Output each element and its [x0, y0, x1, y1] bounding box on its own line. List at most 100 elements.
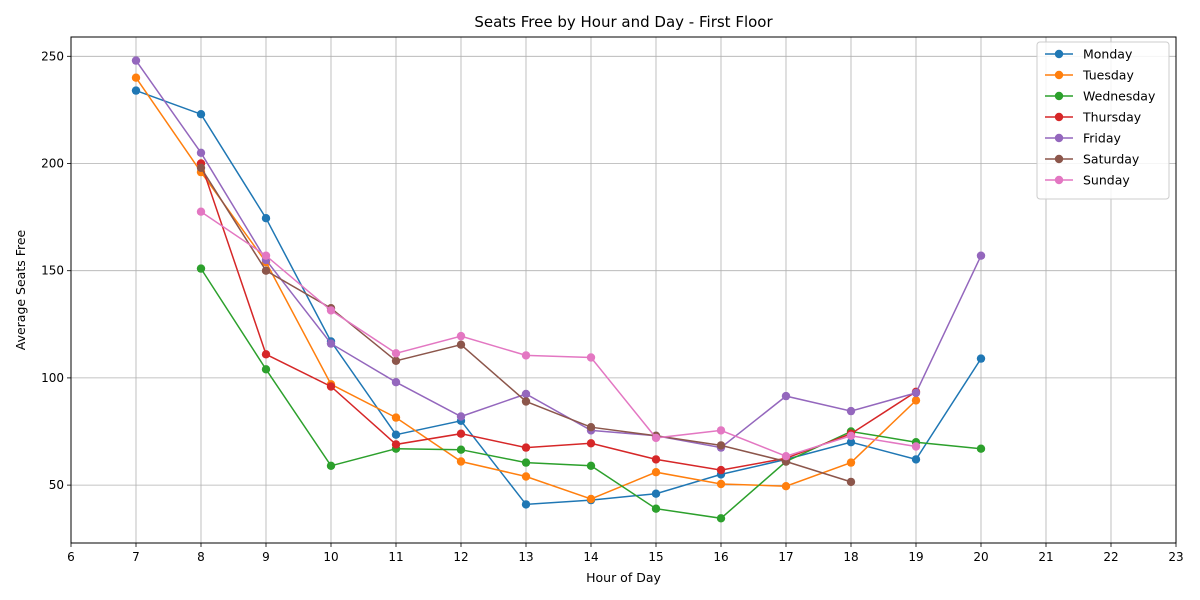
data-point-saturday: [586, 423, 596, 432]
data-point-monday: [976, 354, 986, 363]
data-point-monday: [846, 438, 856, 447]
data-point-thursday: [521, 443, 531, 452]
data-point-saturday: [261, 266, 271, 275]
y-tick-label: 150: [41, 264, 64, 278]
y-axis-ticks: 50 100 150 200 250: [41, 49, 71, 492]
data-point-sunday: [196, 207, 206, 216]
data-point-friday: [846, 406, 856, 416]
data-point-saturday: [716, 441, 726, 450]
legend-label-monday: Monday: [1083, 47, 1133, 62]
x-tick-label: 10: [323, 550, 338, 564]
series-line-thursday: [200, 163, 917, 471]
legend-marker-wednesday: [1054, 91, 1064, 101]
data-point-sunday: [846, 431, 856, 440]
data-point-monday: [651, 489, 661, 498]
x-axis-ticks: 6 7 8 9 10 11 12 13 14 15 16 17 18 19 20 21 22 23: [67, 543, 1184, 564]
legend-label-saturday: Saturday: [1083, 152, 1140, 167]
x-tick-label: 22: [1103, 550, 1118, 564]
x-tick-label: 13: [518, 550, 533, 564]
data-point-sunday: [326, 306, 336, 315]
legend-marker-saturday: [1054, 154, 1064, 164]
data-point-monday: [391, 430, 401, 439]
y-tick-label: 200: [41, 157, 64, 171]
legend-marker-thursday: [1054, 112, 1064, 122]
legend-label-thursday: Thursday: [1082, 110, 1142, 125]
x-axis-label: Hour of Day: [586, 570, 661, 585]
data-point-monday: [521, 500, 531, 509]
legend-item-saturday: Saturday: [1045, 152, 1140, 167]
legend-label-sunday: Sunday: [1083, 173, 1130, 188]
x-tick-label: 6: [67, 550, 75, 564]
data-point-saturday: [196, 163, 206, 172]
legend-marker-tuesday: [1054, 70, 1064, 80]
data-point-saturday: [846, 477, 856, 487]
data-point-sunday: [911, 442, 921, 451]
data-point-monday: [196, 110, 206, 119]
data-point-sunday: [586, 353, 596, 362]
data-point-sunday: [456, 331, 466, 341]
data-point-sunday: [651, 433, 661, 443]
data-point-tuesday: [716, 479, 726, 489]
x-tick-label: 8: [197, 550, 205, 564]
plot-frame: [70, 36, 1177, 544]
chart-title: Seats Free by Hour and Day - First Floor: [474, 13, 773, 31]
data-point-tuesday: [651, 468, 661, 477]
data-point-thursday: [326, 382, 336, 391]
data-point-thursday: [651, 455, 661, 464]
data-point-tuesday: [456, 457, 466, 466]
data-point-wednesday: [456, 445, 466, 454]
data-point-thursday: [261, 350, 271, 359]
data-point-tuesday: [586, 494, 596, 504]
series-layer: [131, 56, 986, 523]
data-point-sunday: [781, 452, 791, 461]
x-tick-label: 18: [843, 550, 858, 564]
x-tick-label: 23: [1168, 550, 1183, 564]
data-point-friday: [326, 339, 336, 348]
data-point-thursday: [456, 429, 466, 438]
legend-label-wednesday: Wednesday: [1083, 89, 1156, 104]
data-point-tuesday: [846, 458, 856, 467]
x-tick-label: 21: [1038, 550, 1053, 564]
legend-item-tuesday: Tuesday: [1045, 68, 1134, 83]
series-line-monday: [135, 89, 982, 506]
y-axis-label: Average Seats Free: [13, 229, 28, 350]
y-tick-label: 100: [41, 371, 64, 385]
data-point-friday: [911, 388, 921, 398]
data-point-wednesday: [326, 461, 336, 470]
data-point-monday: [261, 214, 271, 223]
legend-item-monday: Monday: [1045, 47, 1133, 62]
data-point-tuesday: [911, 396, 921, 405]
data-point-sunday: [261, 251, 271, 260]
data-point-friday: [781, 391, 791, 401]
data-point-friday: [391, 378, 401, 387]
x-tick-label: 14: [583, 550, 598, 564]
data-point-friday: [196, 148, 206, 157]
data-point-friday: [456, 412, 466, 421]
series-friday: [131, 56, 986, 452]
legend-item-sunday: Sunday: [1045, 173, 1130, 188]
data-point-tuesday: [521, 472, 531, 481]
data-point-sunday: [716, 426, 726, 435]
data-point-tuesday: [781, 482, 791, 491]
x-tick-label: 17: [778, 550, 793, 564]
data-point-monday: [911, 455, 921, 464]
x-tick-label: 7: [132, 550, 140, 564]
legend-label-friday: Friday: [1083, 131, 1121, 146]
data-point-friday: [521, 389, 531, 399]
legend-item-thursday: Thursday: [1045, 110, 1142, 125]
x-tick-label: 20: [973, 550, 988, 564]
data-point-saturday: [521, 397, 531, 406]
data-point-wednesday: [196, 264, 206, 273]
legend-item-wednesday: Wednesday: [1045, 89, 1156, 104]
data-point-wednesday: [586, 461, 596, 470]
x-tick-label: 15: [648, 550, 663, 564]
data-point-thursday: [716, 465, 726, 475]
data-point-thursday: [586, 439, 596, 448]
data-point-friday: [131, 56, 141, 65]
legend-marker-friday: [1054, 133, 1064, 143]
data-point-wednesday: [261, 365, 271, 374]
data-point-wednesday: [521, 458, 531, 467]
series-sunday: [196, 207, 921, 461]
